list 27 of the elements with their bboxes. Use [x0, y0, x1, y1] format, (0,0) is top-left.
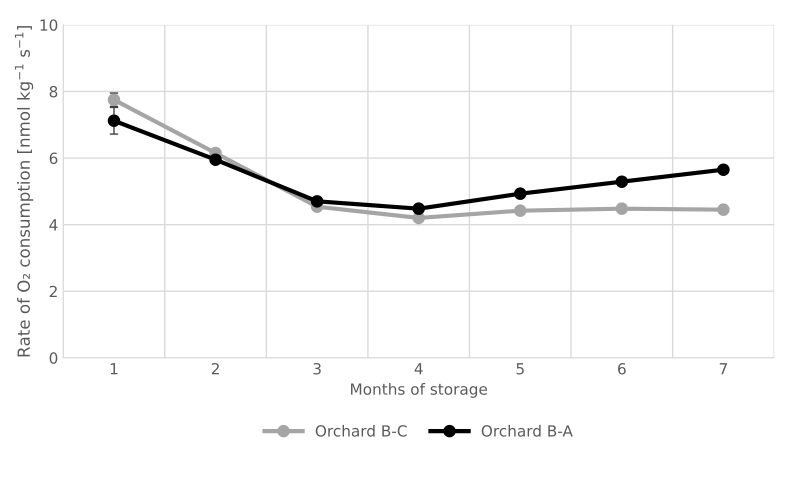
point — [514, 204, 527, 217]
y-tick-label: 6 — [50, 152, 58, 164]
point — [616, 175, 628, 188]
point — [616, 202, 628, 215]
legend-label: Orchard B-C — [316, 424, 407, 437]
x-tick-label: 2 — [212, 362, 219, 374]
x-tick-label: 4 — [414, 363, 423, 374]
y-tick-label: 0 — [50, 352, 58, 364]
point — [209, 153, 222, 166]
x-tick-label: 6 — [618, 362, 626, 375]
point — [514, 187, 527, 200]
y-axis-title: Rate of O₂ consumption [nmol kg$^{−1}$ s$^{−1}$] — [14, 26, 34, 356]
point — [717, 203, 730, 216]
x-tick-label: 3 — [313, 362, 321, 375]
point — [717, 163, 730, 176]
x-axis-title: Months of storage — [351, 383, 488, 398]
point — [310, 195, 324, 208]
y-tick-label: 8 — [50, 86, 58, 98]
legend-label: Orchard B-A — [482, 424, 573, 437]
y-tick-label: 4 — [49, 219, 58, 230]
point — [412, 202, 425, 215]
x-tick-label: 5 — [516, 363, 524, 375]
y-tick-label: 10 — [40, 19, 58, 31]
y-tick-label: 2 — [50, 286, 57, 298]
x-tick-label: 7 — [720, 363, 727, 374]
x-tick-label: 1 — [110, 363, 118, 374]
point — [108, 114, 120, 127]
